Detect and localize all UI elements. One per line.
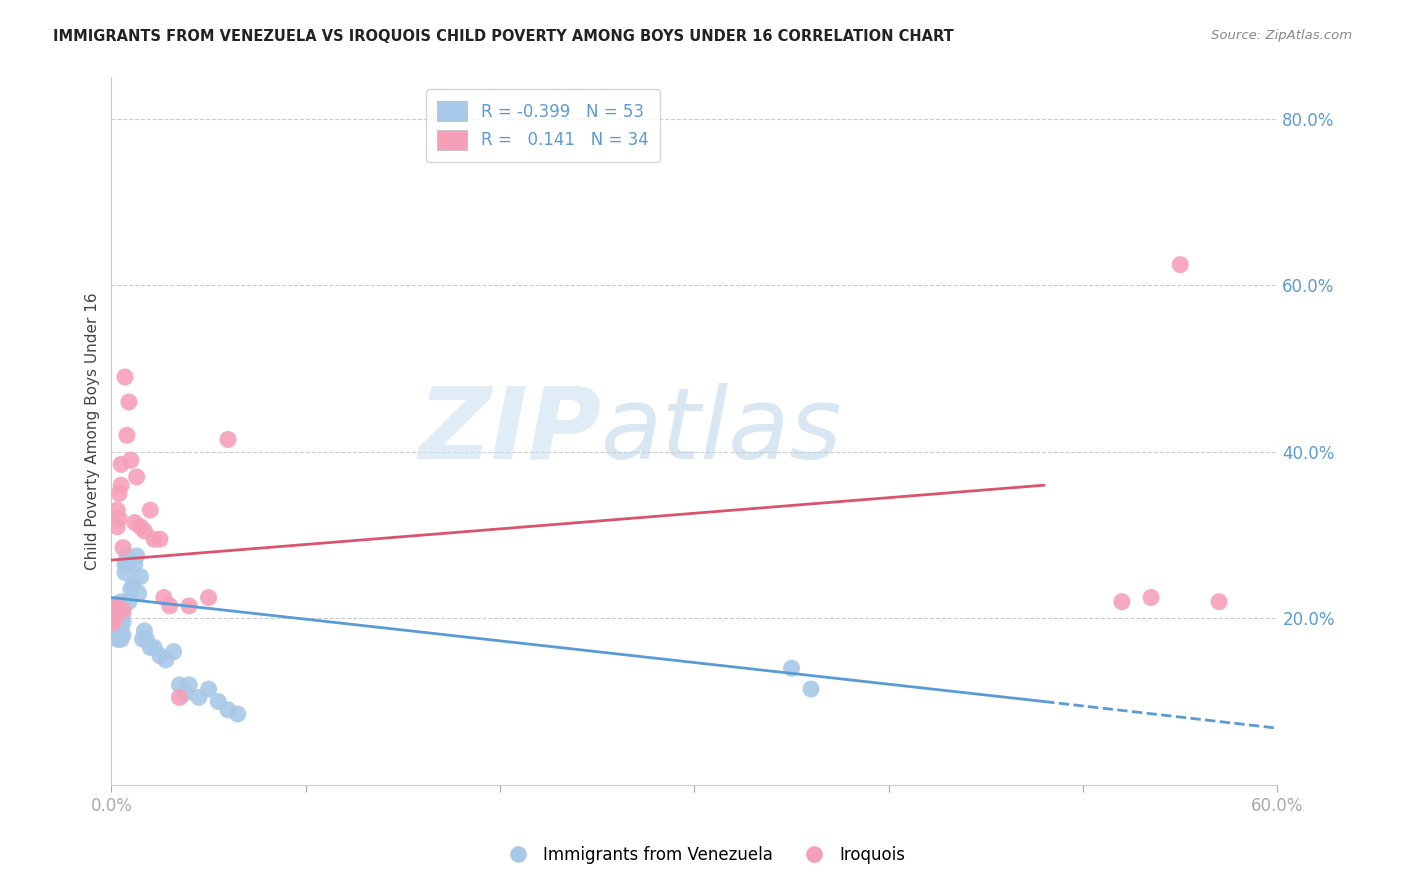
Point xyxy=(118,595,141,609)
Point xyxy=(110,611,132,625)
Point xyxy=(226,706,249,721)
Point xyxy=(131,632,153,647)
Point xyxy=(149,648,172,663)
Point xyxy=(115,549,138,563)
Point xyxy=(120,582,142,597)
Point xyxy=(112,615,135,630)
Point xyxy=(197,681,219,696)
Point xyxy=(197,591,219,605)
Text: IMMIGRANTS FROM VENEZUELA VS IROQUOIS CHILD POVERTY AMONG BOYS UNDER 16 CORRELAT: IMMIGRANTS FROM VENEZUELA VS IROQUOIS CH… xyxy=(53,29,955,44)
Point xyxy=(139,640,162,655)
Point xyxy=(104,611,127,625)
Point xyxy=(110,478,132,492)
Point xyxy=(104,613,127,627)
Point xyxy=(104,620,127,634)
Point xyxy=(114,566,136,580)
Point xyxy=(110,620,132,634)
Point xyxy=(179,678,201,692)
Point xyxy=(134,524,156,538)
Point xyxy=(108,599,131,613)
Point xyxy=(155,653,177,667)
Point xyxy=(800,681,823,696)
Legend: R = -0.399   N = 53, R =   0.141   N = 34: R = -0.399 N = 53, R = 0.141 N = 34 xyxy=(426,89,659,161)
Point xyxy=(105,624,128,638)
Point xyxy=(104,599,127,613)
Point xyxy=(143,640,166,655)
Point xyxy=(105,603,128,617)
Point xyxy=(114,370,136,384)
Point xyxy=(105,503,128,517)
Point xyxy=(103,607,125,622)
Point xyxy=(105,520,128,534)
Point xyxy=(125,470,148,484)
Point xyxy=(187,690,209,705)
Point xyxy=(110,632,132,647)
Point xyxy=(169,678,191,692)
Point xyxy=(112,603,135,617)
Point xyxy=(115,428,138,442)
Point xyxy=(108,632,131,647)
Point xyxy=(149,533,172,547)
Point xyxy=(1140,591,1163,605)
Point xyxy=(105,615,128,630)
Point xyxy=(103,615,125,630)
Point xyxy=(1208,595,1230,609)
Point xyxy=(129,520,152,534)
Point xyxy=(118,395,141,409)
Point xyxy=(108,511,131,525)
Point xyxy=(1168,258,1191,272)
Point xyxy=(217,703,239,717)
Text: ZIP: ZIP xyxy=(418,383,602,480)
Point xyxy=(114,558,136,572)
Point xyxy=(780,661,803,675)
Point xyxy=(103,624,125,638)
Point xyxy=(129,570,152,584)
Point xyxy=(108,615,131,630)
Point xyxy=(217,433,239,447)
Point xyxy=(153,591,176,605)
Point xyxy=(174,686,197,700)
Point xyxy=(125,549,148,563)
Point xyxy=(120,453,142,467)
Point xyxy=(108,611,131,625)
Point xyxy=(108,624,131,638)
Point xyxy=(110,595,132,609)
Point xyxy=(134,624,156,638)
Point xyxy=(135,632,157,647)
Point xyxy=(104,607,127,622)
Point xyxy=(112,628,135,642)
Point xyxy=(103,611,125,625)
Text: atlas: atlas xyxy=(602,383,842,480)
Y-axis label: Child Poverty Among Boys Under 16: Child Poverty Among Boys Under 16 xyxy=(86,293,100,570)
Point xyxy=(124,516,146,530)
Point xyxy=(128,586,150,600)
Point xyxy=(108,486,131,500)
Point xyxy=(207,694,229,708)
Point xyxy=(104,599,127,613)
Point xyxy=(143,533,166,547)
Point xyxy=(112,541,135,555)
Point xyxy=(162,645,184,659)
Point xyxy=(110,458,132,472)
Point xyxy=(112,607,135,622)
Point xyxy=(103,615,125,630)
Point xyxy=(105,628,128,642)
Legend: Immigrants from Venezuela, Iroquois: Immigrants from Venezuela, Iroquois xyxy=(495,839,911,871)
Point xyxy=(115,558,138,572)
Point xyxy=(169,690,191,705)
Point xyxy=(121,578,143,592)
Point xyxy=(1111,595,1133,609)
Text: Source: ZipAtlas.com: Source: ZipAtlas.com xyxy=(1212,29,1353,42)
Point xyxy=(179,599,201,613)
Point xyxy=(139,503,162,517)
Point xyxy=(124,558,146,572)
Point xyxy=(105,603,128,617)
Point xyxy=(159,599,181,613)
Point xyxy=(105,632,128,647)
